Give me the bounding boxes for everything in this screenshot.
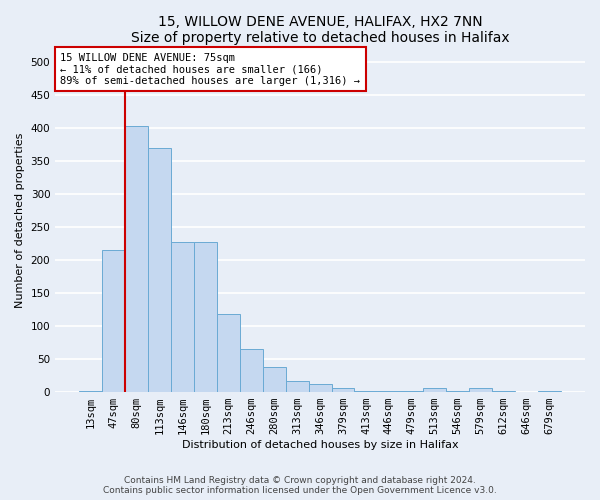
Bar <box>102 250 125 392</box>
Bar <box>286 381 308 392</box>
X-axis label: Distribution of detached houses by size in Halifax: Distribution of detached houses by size … <box>182 440 458 450</box>
Bar <box>148 148 171 392</box>
Bar <box>240 349 263 392</box>
Bar <box>355 391 377 392</box>
Bar <box>423 388 446 392</box>
Bar <box>400 391 423 392</box>
Y-axis label: Number of detached properties: Number of detached properties <box>15 133 25 308</box>
Bar <box>263 367 286 392</box>
Text: Contains HM Land Registry data © Crown copyright and database right 2024.
Contai: Contains HM Land Registry data © Crown c… <box>103 476 497 495</box>
Text: 15 WILLOW DENE AVENUE: 75sqm
← 11% of detached houses are smaller (166)
89% of s: 15 WILLOW DENE AVENUE: 75sqm ← 11% of de… <box>61 52 361 86</box>
Bar <box>332 388 355 392</box>
Bar <box>125 126 148 392</box>
Bar <box>469 388 492 392</box>
Title: 15, WILLOW DENE AVENUE, HALIFAX, HX2 7NN
Size of property relative to detached h: 15, WILLOW DENE AVENUE, HALIFAX, HX2 7NN… <box>131 15 509 45</box>
Bar <box>79 391 102 392</box>
Bar <box>377 391 400 392</box>
Bar <box>217 314 240 392</box>
Bar <box>171 242 194 392</box>
Bar <box>194 242 217 392</box>
Bar <box>308 384 332 392</box>
